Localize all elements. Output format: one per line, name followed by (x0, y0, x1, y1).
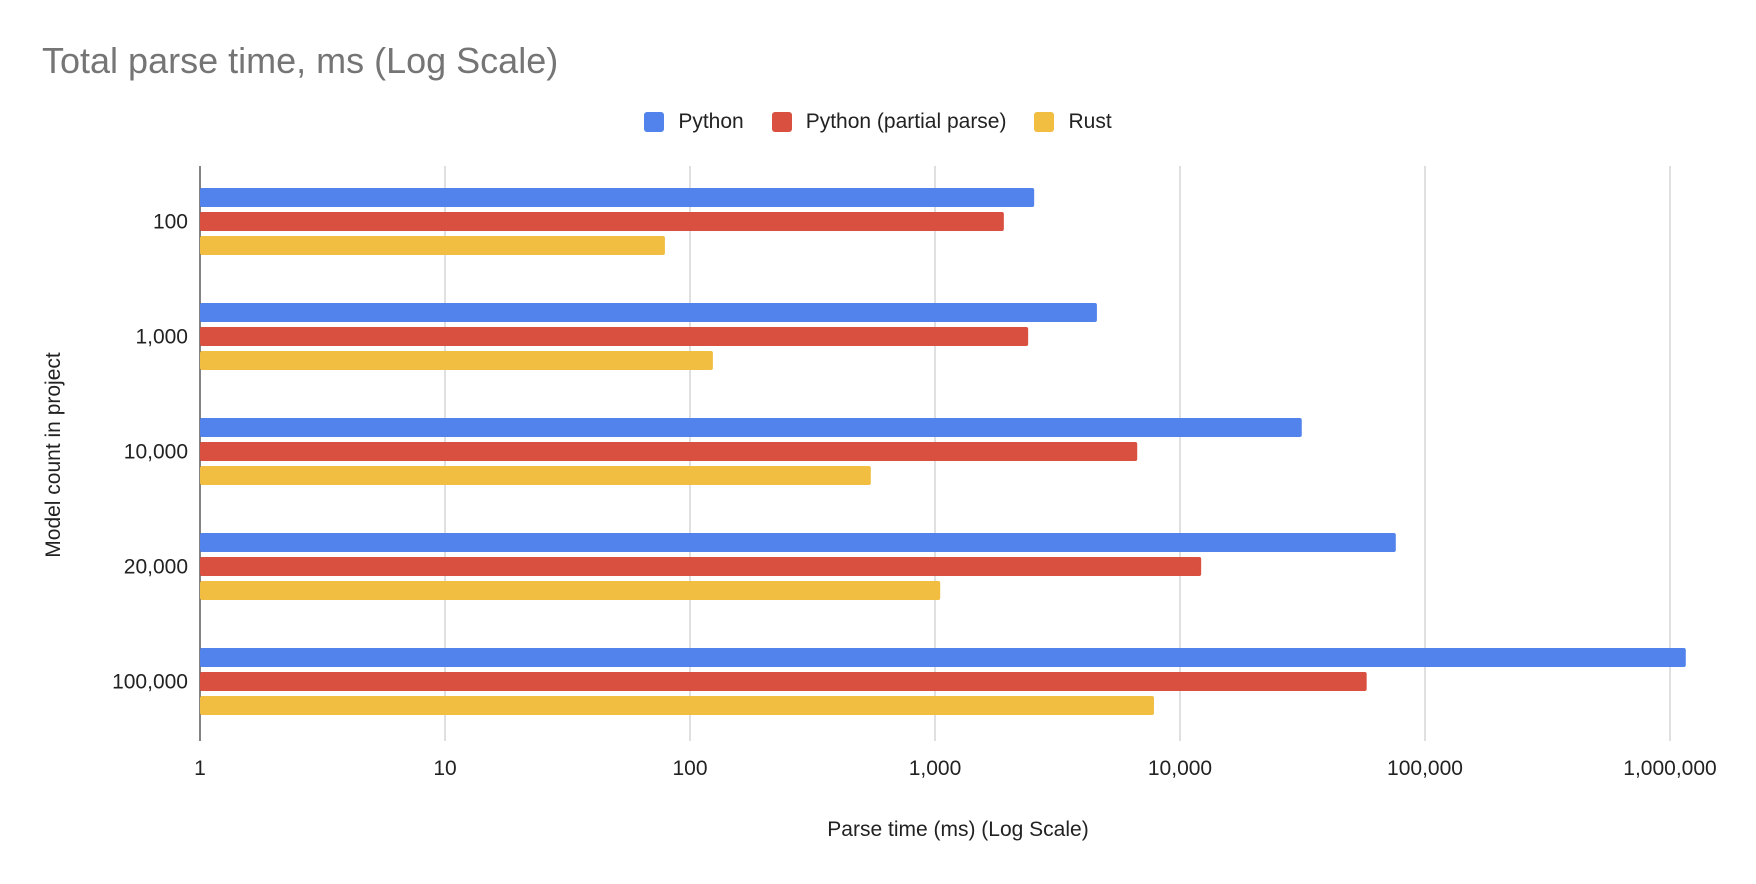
bar-rust-1000[interactable] (200, 351, 713, 370)
x-tick-label: 1 (194, 757, 206, 780)
bar-rust-100[interactable] (200, 236, 665, 255)
legend-swatch-python-partial (771, 112, 792, 132)
bar-python-20000[interactable] (200, 533, 1396, 552)
bar-python-partial-parse-1000[interactable] (200, 327, 1029, 346)
bar-python-10000[interactable] (200, 418, 1302, 437)
y-tick-label: 10,000 (124, 441, 188, 464)
bar-rust-10000[interactable] (200, 466, 871, 485)
bar-python-partial-parse-20000[interactable] (200, 557, 1202, 576)
legend-item-rust[interactable]: Rust (1034, 110, 1112, 134)
y-tick-label: 1,000 (135, 326, 188, 349)
bar-rust-100000[interactable] (200, 696, 1154, 715)
x-axis-title: Parse time (ms) (Log Scale) (827, 818, 1088, 841)
bar-rust-20000[interactable] (200, 581, 941, 600)
bar-python-partial-parse-100[interactable] (200, 212, 1004, 231)
legend: Python Python (partial parse) Rust (0, 110, 1756, 134)
bar-python-100000[interactable] (200, 648, 1686, 667)
legend-swatch-python (644, 112, 665, 132)
y-tick-label: 100,000 (112, 671, 188, 694)
x-tick-label: 100,000 (1387, 757, 1463, 780)
y-tick-label: 20,000 (124, 556, 188, 579)
y-axis-title: Model count in project (42, 352, 65, 558)
legend-swatch-rust (1034, 112, 1055, 132)
chart-title: Total parse time, ms (Log Scale) (42, 40, 559, 81)
legend-item-python[interactable]: Python (644, 110, 744, 134)
bar-python-partial-parse-100000[interactable] (200, 672, 1367, 691)
legend-item-python-partial[interactable]: Python (partial parse) (771, 110, 1007, 134)
legend-label: Python (678, 110, 744, 133)
bar-python-partial-parse-10000[interactable] (200, 442, 1138, 461)
x-tick-label: 1,000 (909, 757, 962, 780)
bar-python-100[interactable] (200, 188, 1035, 207)
y-tick-label: 100 (153, 211, 188, 234)
bar-python-1000[interactable] (200, 303, 1097, 322)
x-tick-label: 10 (433, 757, 456, 780)
x-tick-label: 10,000 (1148, 757, 1212, 780)
x-tick-label: 1,000,000 (1623, 757, 1716, 780)
legend-label: Python (partial parse) (805, 110, 1007, 133)
legend-label: Rust (1068, 110, 1112, 133)
x-tick-label: 100 (672, 757, 707, 780)
